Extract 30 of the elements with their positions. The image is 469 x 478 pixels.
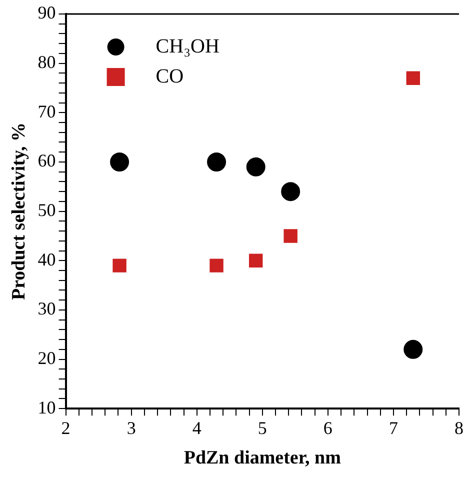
point — [112, 258, 126, 272]
y-tick-label: 70 — [38, 101, 56, 122]
x-tick-label: 6 — [323, 418, 332, 438]
point — [210, 258, 224, 272]
y-tick-label: 50 — [38, 200, 56, 220]
y-tick-label: 30 — [38, 298, 56, 319]
point — [248, 254, 263, 268]
point — [246, 157, 266, 176]
y-tick-label: 40 — [38, 249, 56, 270]
point — [404, 340, 423, 359]
y-tick-label: 80 — [38, 52, 56, 72]
point — [110, 152, 130, 172]
point — [284, 229, 298, 243]
x-tick-label: 4 — [192, 418, 202, 438]
x-tick-label: 5 — [258, 418, 267, 438]
x-tick-label: 3 — [126, 418, 136, 438]
y-tick-label: 90 — [38, 2, 56, 23]
legend-label: CO — [156, 65, 184, 88]
legend-label: CH₃OH — [156, 35, 220, 58]
point — [406, 71, 420, 85]
x-axis-title: PdZn diameter, nm — [184, 448, 342, 469]
point — [207, 152, 226, 172]
y-tick-label: 10 — [38, 397, 56, 418]
y-tick-label: 60 — [38, 150, 56, 171]
x-tick-label: 2 — [61, 418, 70, 438]
y-axis-title: Product selectivity, % — [8, 122, 30, 300]
x-tick-label: 8 — [454, 418, 464, 438]
point — [281, 182, 300, 202]
y-tick-label: 20 — [38, 348, 56, 368]
x-tick-label: 7 — [388, 418, 398, 438]
